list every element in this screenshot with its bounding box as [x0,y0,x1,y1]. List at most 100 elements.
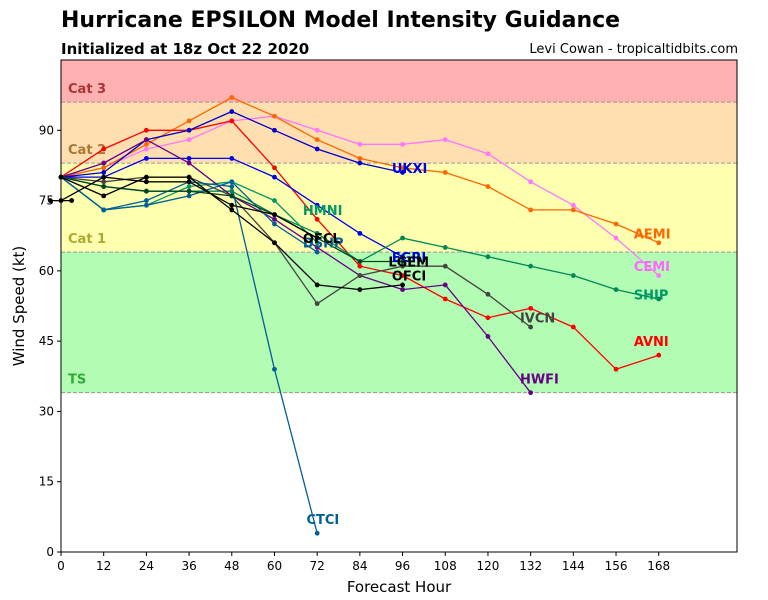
series-point-ship [400,235,405,241]
series-point-ukxi [400,254,405,260]
series-point-ofcl [272,212,277,218]
series-label-ukxi: UKXI [392,162,428,177]
band-label-cat-3: Cat 3 [68,82,106,97]
series-point-hmni [272,198,277,203]
series-point-avni [613,366,619,372]
series-point-dshp [101,207,107,213]
series-point-aemi [656,240,662,246]
series-point-lgem [143,188,149,194]
series-point-avni [656,352,662,358]
series-point-cemi [357,141,363,147]
series-point-aemi [613,221,619,227]
chart-title: Hurricane EPSILON Model Intensity Guidan… [61,8,621,33]
series-point-cemi [613,235,619,241]
x-tick-label: 72 [310,559,325,573]
series-point-dshp [186,193,192,199]
x-tick-label: 60 [267,559,282,573]
series-point-ship [314,230,320,236]
series-point-ukxi [357,230,363,236]
x-tick-label: 156 [605,559,628,573]
series-point-hwfi [101,160,107,166]
series-point-ofci [101,193,107,199]
series-point-ivcn [400,263,405,269]
series-point-avni [143,127,149,133]
band-cat-3 [61,60,737,103]
series-point-ofcl [314,235,320,241]
series-label-hmni: HMNI [303,204,343,219]
band-ts [61,252,737,393]
series-point-aemi [570,207,576,213]
series-point-ivcn [357,273,363,278]
series-point-ofci [314,282,320,288]
series-point-hwfi [528,390,534,396]
series-point-aemi [186,118,192,124]
series-point-avni [570,324,576,330]
series-label-ivcn: IVCN [520,312,555,327]
y-tick-label: 90 [39,123,54,137]
series-label-ofci: OFCI [392,270,426,285]
series-point-avni [400,273,405,278]
series-point-ofcl [186,179,192,185]
y-tick-label: 45 [39,334,54,348]
series-line-ivcn [60,176,531,328]
plot-frame [60,59,738,553]
series-point-ukxi [186,156,192,161]
series-point-avni [272,165,277,171]
series-point-lgem [400,259,405,264]
series-point-avni [101,146,107,152]
series-point-egri [229,109,235,114]
series-label-aemi: AEMI [634,227,671,242]
series-point-ofci [229,207,235,213]
series-point-cemi [314,127,320,133]
model-points [47,95,662,536]
series-point-egri [357,160,363,166]
series-point-ofcl [229,202,235,208]
series-point-aemi [400,165,405,171]
x-tick-label: 108 [434,559,457,573]
x-tick-label: 132 [519,559,542,573]
series-point-ofcl [101,174,107,180]
series-point-series-14 [69,198,75,203]
series-point-ofci [143,174,149,180]
y-tick-label: 0 [46,545,54,559]
y-tick-label: 75 [39,194,54,208]
series-point-ship [528,263,534,269]
series-point-ivcn [485,291,491,297]
series-point-ukxi [143,156,149,161]
series-point-ship [442,245,448,250]
series-point-aemi [229,95,235,100]
series-point-dshp [272,221,277,227]
series-point-aemi [357,156,363,161]
series-point-dshp [143,202,149,208]
series-label-ctci: CTCI [306,513,339,528]
x-tick-label: 48 [224,559,239,573]
x-tick-label: 84 [352,559,367,573]
series-point-egri [186,127,192,133]
series-point-ukxi [272,174,277,180]
series-label-lgem: LGEM [388,255,429,270]
series-point-hwfi [186,160,192,166]
series-point-ctci [143,198,149,203]
y-tick-label: 60 [39,264,54,278]
band-cat-2 [61,102,737,164]
series-point-ship [570,273,576,278]
series-point-ctci [272,366,277,372]
series-point-hwfi [143,137,149,143]
x-tick-label: 144 [562,559,585,573]
series-point-ofci [186,174,192,180]
series-point-egri [400,170,405,175]
chart-credit: Levi Cowan - tropicaltidbits.com [529,42,738,57]
series-point-ivcn [442,263,448,269]
series-point-aemi [314,137,320,143]
x-tick-label: 0 [57,559,65,573]
series-point-lgem [357,259,363,264]
series-point-egri [101,170,107,175]
series-point-cemi [485,151,491,157]
series-point-ofci [272,240,277,246]
chart-subtitle: Initialized at 18z Oct 22 2020 [61,40,310,58]
series-label-egri: EGRI [392,251,426,266]
series-point-ivcn [314,301,320,307]
band-cat-1 [61,163,737,253]
series-label-avni: AVNI [634,335,669,350]
series-point-ofci [357,287,363,292]
